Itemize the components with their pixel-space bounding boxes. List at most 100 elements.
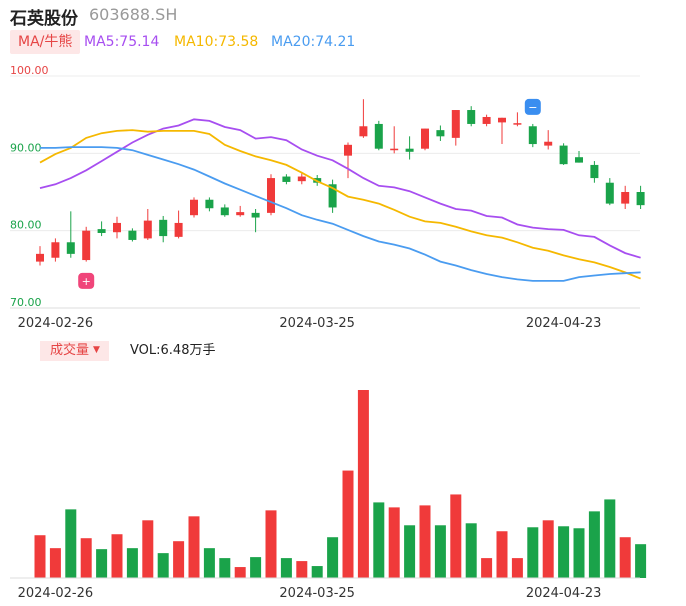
candle-down (328, 184, 337, 208)
candle-down (467, 110, 476, 124)
ma-bull-bear-toggle[interactable]: MA/牛熊 (10, 30, 81, 54)
candle-up (621, 192, 630, 204)
volume-bar-down (327, 537, 339, 578)
candle-up (344, 144, 352, 156)
volume-bar-up (496, 531, 508, 578)
stock-code: 603688.SH (89, 5, 178, 24)
volume-bar-down (157, 553, 169, 578)
volume-bar-up (234, 567, 246, 578)
volume-bar-up (142, 520, 154, 578)
volume-bar-up (265, 510, 277, 578)
bull-icon[interactable]: + (78, 272, 95, 289)
candle-up (267, 178, 275, 213)
volume-bar-up (111, 534, 123, 578)
volume-indicator-label: 成交量 (50, 343, 90, 358)
volume-x-tick-label: 2024-02-26 (18, 586, 94, 601)
candle-up (51, 242, 60, 258)
ma20-line (40, 146, 641, 282)
chevron-down-icon: ▼ (93, 345, 100, 355)
volume-bar-up (450, 494, 462, 578)
y-tick-label: 100.00 (10, 64, 49, 77)
volume-value: VOL:6.48万手 (130, 343, 216, 358)
candle-down (66, 242, 75, 254)
candle-up (498, 117, 506, 123)
candle-up (113, 222, 121, 233)
volume-bar-down (203, 548, 215, 578)
candle-up (143, 220, 152, 239)
candle-down (97, 229, 106, 233)
volume-bar-up (296, 561, 308, 578)
candle-down (528, 126, 537, 145)
candle-up (482, 116, 491, 124)
candle-down (128, 230, 137, 240)
svg-text:−: − (528, 101, 537, 114)
volume-bar-down (126, 548, 138, 578)
volume-bar-down (604, 499, 616, 578)
bear-icon[interactable]: − (524, 98, 541, 115)
volume-bar-down (434, 525, 446, 578)
ma10-line (39, 129, 641, 280)
candle-down (374, 123, 383, 149)
volume-bar-down (588, 511, 600, 578)
candle-up (359, 126, 368, 137)
volume-bar-down (527, 527, 539, 578)
volume-bar-down (465, 523, 477, 578)
volume-bar-up (80, 538, 92, 578)
volume-bar-up (357, 390, 369, 578)
candle-up (297, 176, 306, 182)
y-tick-label: 70.00 (10, 296, 42, 309)
volume-bar-down (96, 549, 108, 578)
volume-bar-down (311, 566, 323, 578)
volume-x-tick-label: 2024-03-25 (279, 586, 355, 601)
volume-bar-down (373, 502, 385, 578)
volume-bar-down (573, 528, 585, 578)
volume-bar-up (419, 505, 431, 578)
candle-up (544, 141, 553, 146)
candle-up (190, 199, 198, 216)
ma20-value: MA20:74.21 (271, 34, 356, 50)
volume-indicator-select[interactable]: 成交量 ▼ (40, 341, 109, 361)
candle-down (220, 207, 229, 216)
candle-up (421, 128, 429, 149)
candle-down (575, 157, 583, 163)
ma5-line (39, 118, 641, 259)
candle-up (513, 123, 522, 125)
y-tick-label: 90.00 (10, 141, 42, 154)
candle-down (605, 182, 614, 204)
volume-bar-up (481, 558, 493, 578)
candle-down (559, 145, 568, 165)
volume-bar-up (49, 548, 61, 578)
candle-up (174, 222, 183, 237)
candle-up (390, 148, 399, 151)
volume-bar-up (34, 535, 46, 578)
volume-bar-down (250, 557, 262, 578)
volume-bar-down (404, 525, 416, 578)
candle-up (36, 253, 44, 262)
ma5-value: MA5:75.14 (84, 34, 160, 50)
volume-bar-down (280, 558, 292, 578)
candle-down (159, 219, 168, 237)
stock-name: 石英股份 (10, 9, 78, 29)
volume-x-tick-label: 2024-04-23 (526, 586, 602, 601)
price-x-tick-label: 2024-02-26 (18, 316, 94, 331)
y-tick-label: 80.00 (10, 219, 42, 232)
candle-down (405, 148, 414, 152)
candle-up (451, 110, 460, 138)
candle-down (436, 130, 445, 137)
price-x-tick-label: 2024-03-25 (279, 316, 355, 331)
volume-bar-up (342, 470, 354, 578)
volume-bar-down (635, 544, 647, 578)
svg-text:+: + (82, 275, 91, 288)
price-x-tick-label: 2024-04-23 (526, 316, 602, 331)
volume-bar-up (542, 520, 554, 578)
volume-bar-down (65, 509, 77, 578)
ma10-value: MA10:73.58 (174, 34, 259, 50)
candle-down (282, 176, 291, 182)
candle-down (636, 192, 645, 206)
candle-down (590, 164, 599, 179)
volume-bar-down (558, 526, 570, 578)
volume-bar-up (188, 516, 200, 578)
candle-down (205, 199, 214, 209)
volume-bar-up (173, 541, 185, 578)
